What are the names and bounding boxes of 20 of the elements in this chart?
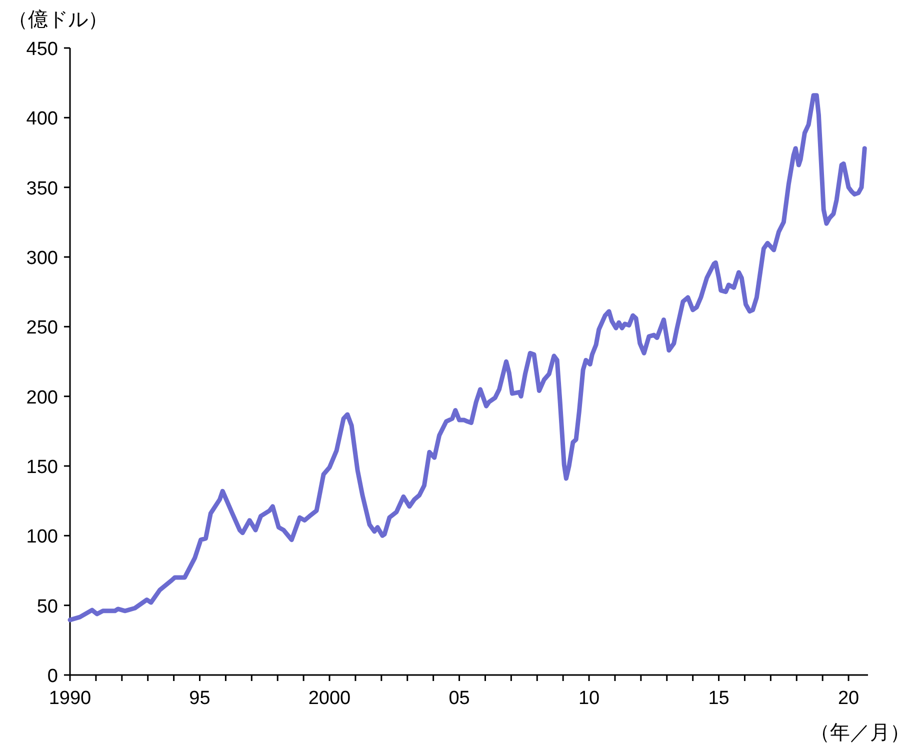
y-tick-label: 100: [26, 526, 58, 548]
y-tick-label: 0: [47, 666, 58, 687]
y-tick-label: 400: [26, 108, 58, 130]
y-tick-label: 300: [26, 248, 58, 269]
y-tick-label: 350: [26, 178, 58, 200]
y-tick-label: 200: [26, 387, 58, 408]
x-tick-label: 2000: [308, 688, 351, 709]
x-tick-label: 20: [838, 688, 860, 709]
line-series: [68, 93, 867, 622]
y-tick-label: 50: [36, 596, 58, 618]
x-tick-label: 95: [189, 688, 210, 709]
y-tick-label: 150: [26, 457, 58, 478]
x-tick-label: 15: [708, 688, 730, 709]
x-tick-label: 05: [448, 688, 470, 709]
y-tick-label: 450: [26, 39, 58, 60]
x-tick-label: 10: [578, 688, 600, 709]
x-axis-title: （年／月）: [810, 722, 910, 744]
y-tick-label: 250: [26, 318, 58, 339]
x-tick-label: 1990: [48, 688, 92, 709]
y-axis-title: （億ドル）: [8, 9, 108, 31]
